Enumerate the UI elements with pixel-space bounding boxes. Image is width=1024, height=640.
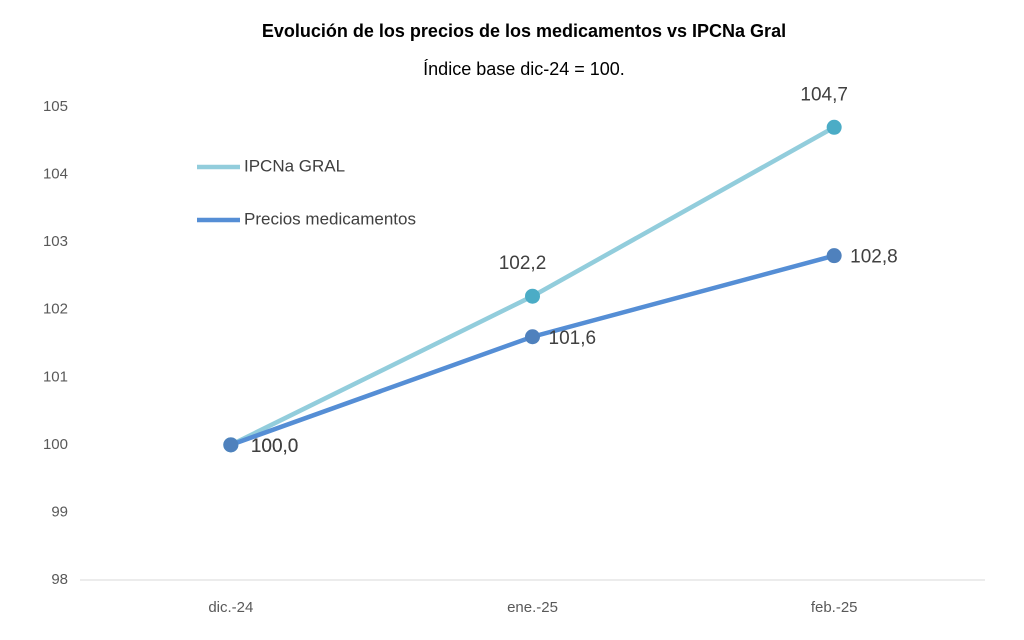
data-label: 100,0 [251, 436, 299, 457]
data-label: 104,7 [800, 84, 848, 105]
data-point [223, 437, 239, 453]
series-line [228, 253, 837, 448]
y-tick-label: 98 [51, 571, 68, 588]
data-label: 102,8 [850, 247, 898, 268]
chart-subtitle: Índice base dic-24 = 100. [423, 59, 625, 79]
x-tick-label: dic.-24 [208, 599, 253, 616]
y-tick-label: 104 [43, 166, 68, 183]
data-point [525, 288, 540, 304]
data-label: 101,6 [549, 328, 597, 349]
data-point [826, 248, 842, 264]
y-tick-label: 103 [43, 233, 68, 250]
x-tick-label: feb.-25 [811, 599, 858, 616]
x-tick-label: ene.-25 [507, 599, 558, 616]
y-tick-label: 101 [43, 368, 68, 385]
data-label: 100,0 [251, 436, 299, 457]
chart-title: Evolución de los precios de los medicame… [262, 21, 786, 41]
legend-label: IPCNa GRAL [244, 156, 345, 175]
y-tick-label: 105 [43, 98, 68, 115]
legend-label: Precios medicamentos [244, 209, 416, 228]
data-label: 102,2 [499, 253, 547, 274]
data-point [826, 119, 842, 135]
y-tick-label: 100 [43, 436, 68, 453]
y-tick-label: 102 [43, 301, 68, 318]
y-tick-label: 99 [51, 503, 68, 520]
data-point [525, 329, 540, 345]
